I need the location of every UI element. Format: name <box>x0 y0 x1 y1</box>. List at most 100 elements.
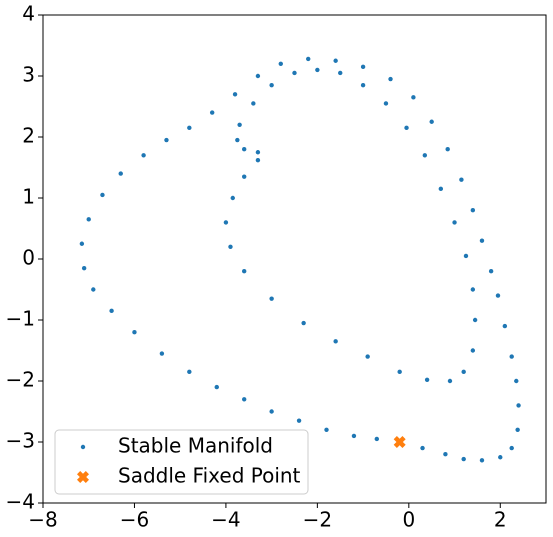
manifold-point <box>306 56 311 62</box>
manifold-point <box>86 217 91 222</box>
manifold-point <box>141 153 146 158</box>
manifold-point <box>230 195 235 201</box>
manifold-point <box>100 192 105 198</box>
manifold-point <box>429 119 434 124</box>
manifold-point <box>479 458 485 463</box>
manifold-point <box>187 369 192 375</box>
manifold-point <box>235 137 240 143</box>
manifold-point <box>81 265 87 271</box>
y-tick-label: 0 <box>22 246 35 270</box>
manifold-point <box>470 287 476 292</box>
y-tick-label: 1 <box>22 185 35 209</box>
manifold-point <box>447 378 453 384</box>
manifold-point <box>242 174 247 179</box>
manifold-point <box>424 377 430 382</box>
manifold-point <box>333 339 338 344</box>
manifold-point <box>187 125 192 131</box>
manifold-point <box>242 269 247 274</box>
manifold-point <box>251 101 256 106</box>
manifold-point <box>301 320 306 326</box>
manifold-point <box>374 436 380 442</box>
y-tick-label: 4 <box>22 2 35 26</box>
manifold-point <box>255 150 261 155</box>
manifold-point <box>472 317 478 323</box>
manifold-point <box>515 427 520 432</box>
manifold-point <box>509 354 514 359</box>
manifold-point <box>463 253 469 259</box>
manifold-point <box>479 238 485 243</box>
legend-marker <box>80 444 86 450</box>
manifold-point <box>292 70 297 76</box>
manifold-point <box>461 369 466 375</box>
manifold-point <box>315 67 320 73</box>
y-tick-label: −4 <box>6 490 35 514</box>
manifold-point <box>514 378 519 384</box>
manifold-point <box>242 397 247 402</box>
manifold-point <box>269 82 274 88</box>
manifold-point <box>470 208 476 213</box>
manifold-point <box>452 220 457 225</box>
manifold-point <box>242 147 247 152</box>
y-tick-label: −1 <box>6 307 35 331</box>
y-tick-label: −2 <box>6 368 35 392</box>
x-tick-label: −8 <box>28 508 57 532</box>
manifold-point <box>278 61 283 66</box>
y-tick-label: 2 <box>22 124 35 148</box>
manifold-point <box>509 445 514 451</box>
manifold-point <box>109 308 114 314</box>
manifold-point <box>338 70 343 76</box>
manifold-point <box>351 433 357 439</box>
manifold-point <box>164 137 169 143</box>
manifold-point <box>255 157 261 163</box>
x-tick-label: 2 <box>494 508 507 532</box>
saddle-point <box>393 436 406 448</box>
manifold-point <box>422 153 428 158</box>
y-tick-label: −3 <box>6 429 35 453</box>
manifold-point <box>333 58 338 63</box>
manifold-point <box>209 110 215 115</box>
manifold-point <box>461 456 466 462</box>
manifold-point <box>269 296 274 301</box>
manifold-point <box>388 76 393 82</box>
x-tick-label: 0 <box>402 508 415 532</box>
manifold-point <box>470 348 476 353</box>
manifold-point <box>296 418 302 423</box>
manifold-point <box>237 122 242 128</box>
manifold-point <box>214 384 219 390</box>
manifold-point <box>488 269 494 274</box>
manifold-point <box>324 427 329 432</box>
legend-label: Stable Manifold <box>118 434 273 458</box>
manifold-point <box>502 323 508 329</box>
manifold-point <box>411 95 416 100</box>
manifold-point <box>404 125 409 131</box>
manifold-point <box>255 73 261 79</box>
manifold-point <box>132 330 137 335</box>
manifold-point <box>228 244 233 249</box>
y-tick-label: 3 <box>22 63 35 87</box>
x-tick-label: −6 <box>120 508 149 532</box>
manifold-point <box>360 82 366 88</box>
manifold-point <box>498 455 503 460</box>
legend-marker <box>77 471 89 483</box>
x-tick-label: −2 <box>303 508 332 532</box>
manifold-point <box>383 101 389 106</box>
manifold-point <box>118 171 123 176</box>
manifold-point <box>223 220 229 225</box>
manifold-point <box>443 452 448 457</box>
manifold-point <box>79 241 85 246</box>
manifold-point <box>438 186 444 192</box>
manifold-point <box>365 354 370 359</box>
legend-label: Saddle Fixed Point <box>118 464 301 488</box>
manifold-point <box>360 64 366 70</box>
x-tick-label: −4 <box>211 508 240 532</box>
legend-box <box>54 429 309 495</box>
manifold-point <box>516 403 521 408</box>
manifold-point <box>420 445 425 451</box>
manifold-point <box>397 369 402 375</box>
manifold-point <box>445 147 450 152</box>
manifold-point <box>91 287 96 292</box>
manifold-point <box>232 92 238 97</box>
manifold-point <box>495 293 501 298</box>
manifold-point <box>459 177 464 182</box>
